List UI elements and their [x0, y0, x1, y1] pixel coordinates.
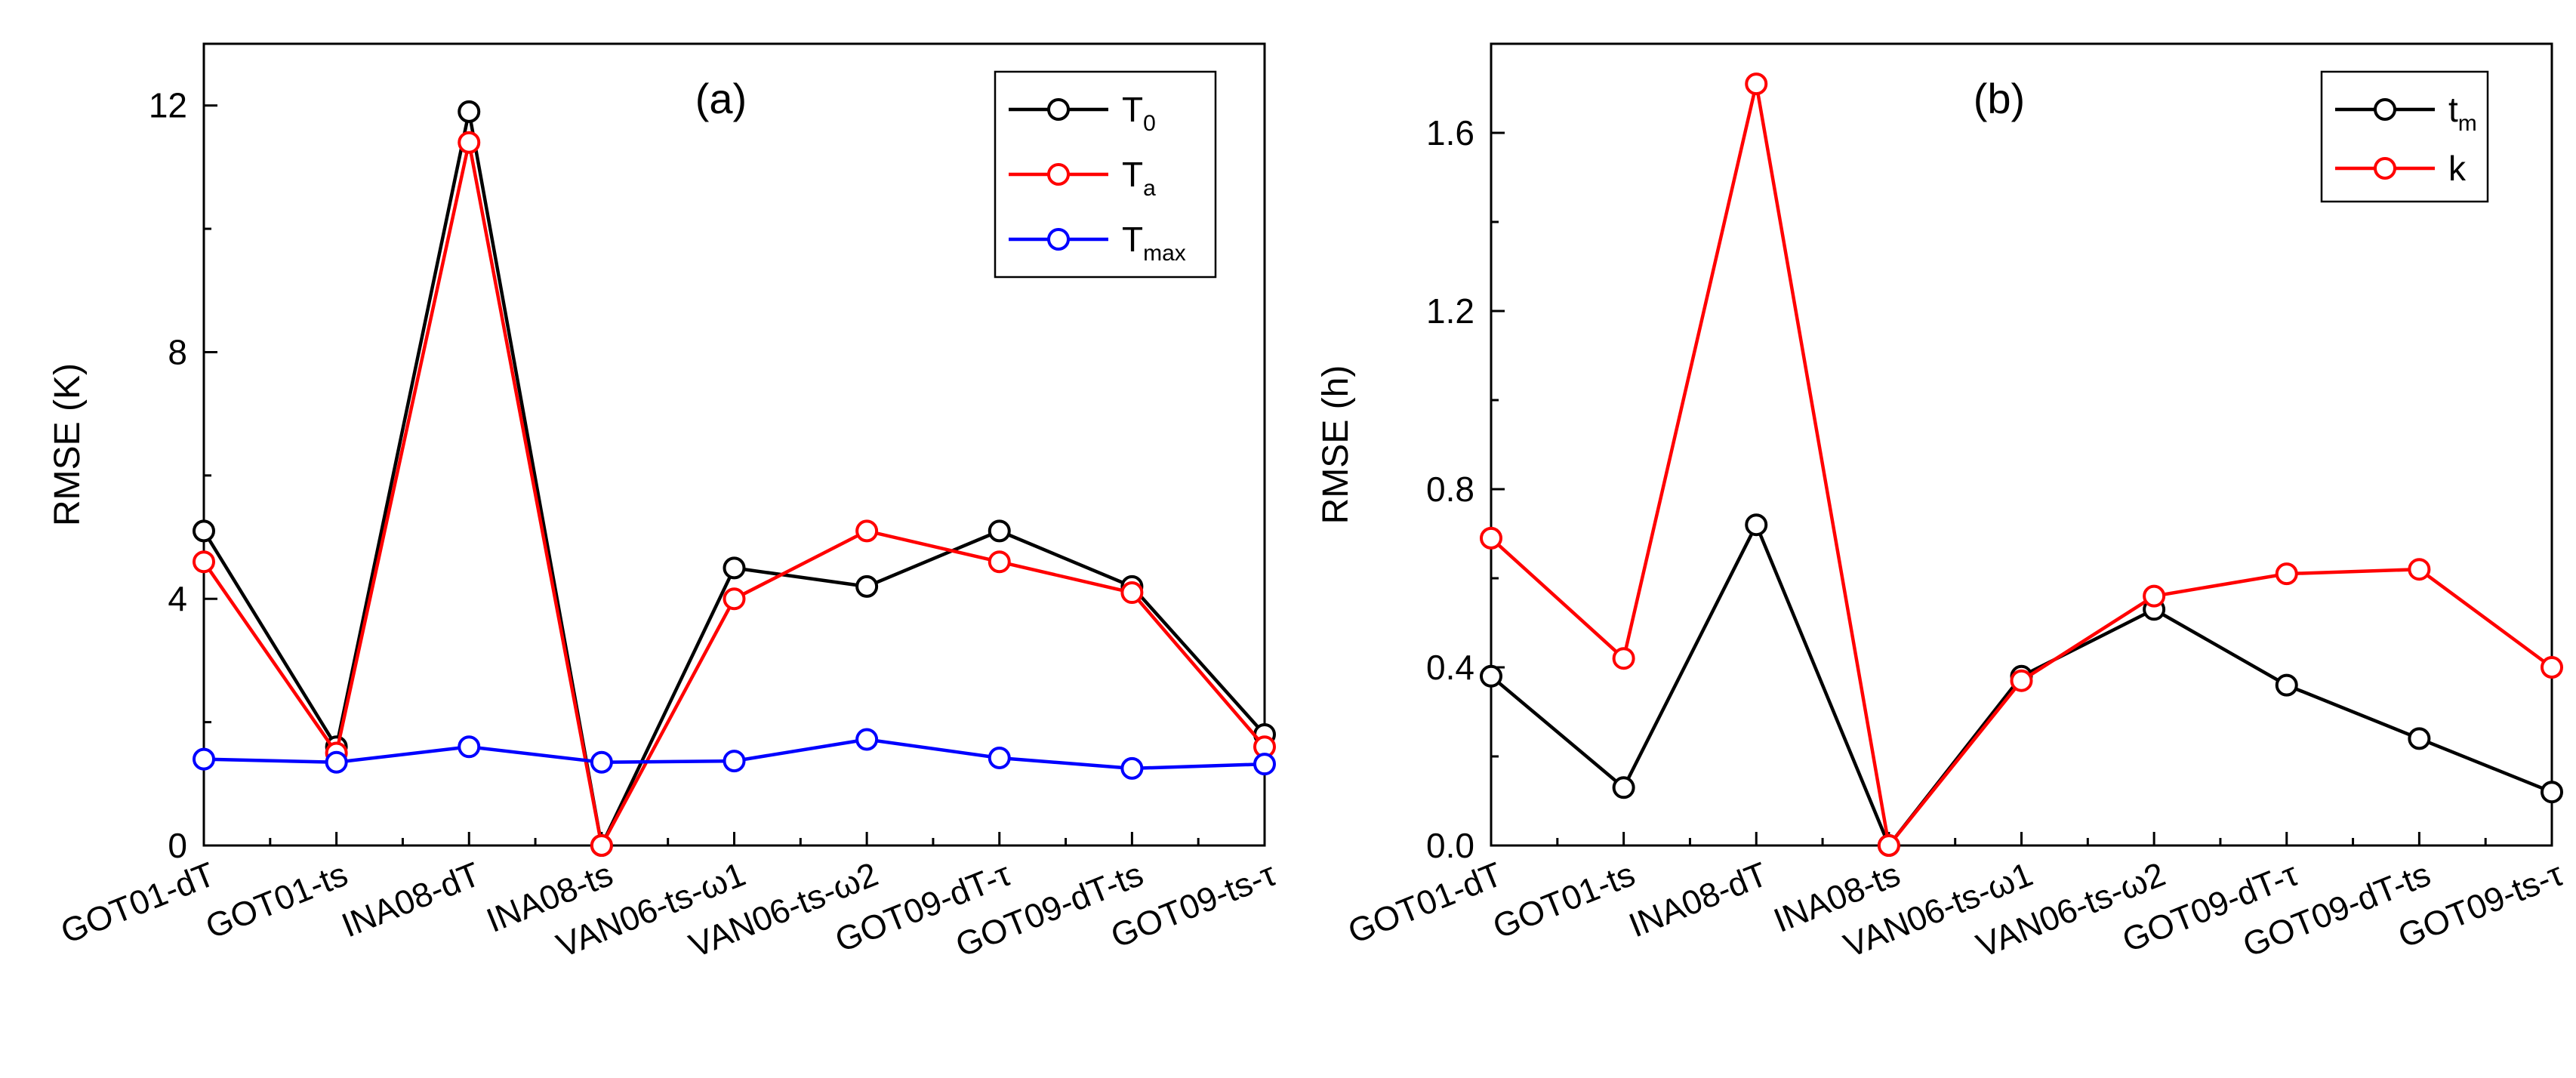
data-point — [723, 587, 746, 611]
y-tick-label: 8 — [168, 332, 187, 371]
y-tick-label: 4 — [168, 579, 187, 618]
legend-label: T0 — [1122, 90, 1156, 136]
data-point — [2275, 673, 2298, 697]
y-tick-label: 1.2 — [1426, 291, 1474, 331]
data-point — [855, 519, 879, 543]
data-point — [1745, 72, 1768, 96]
legend-label: Tmax — [1122, 220, 1186, 266]
x-category-label: INA08-dT — [336, 855, 485, 944]
data-point — [988, 550, 1011, 574]
legend-box — [2320, 70, 2489, 203]
panel-b: 0.0 0.4 0.8 1.2 1.6 RMSE (h) GOT01-dTGOT01-tsI… — [1316, 42, 2568, 965]
y-axis-title: RMSE (K) — [48, 363, 88, 526]
data-point — [2010, 669, 2033, 692]
y-axis-title: RMSE (h) — [1316, 365, 1356, 525]
legend-marker — [1047, 163, 1070, 186]
legend-marker — [2374, 157, 2396, 180]
data-point — [193, 747, 215, 771]
data-point — [325, 750, 348, 774]
x-category-label: GOT01-dT — [1342, 855, 1507, 951]
data-point — [1120, 756, 1144, 780]
y-tick-label: 0.8 — [1426, 470, 1474, 509]
x-category-label: GOT01-dT — [55, 855, 220, 951]
x-category-label: GOT01-ts — [1487, 855, 1640, 946]
data-point — [2408, 558, 2431, 581]
data-point — [988, 746, 1011, 769]
data-point — [1480, 526, 1502, 550]
data-point — [1612, 647, 1635, 670]
legend-label: k — [2448, 149, 2467, 188]
y-tick-label: 1.6 — [1426, 113, 1474, 152]
data-point — [1253, 753, 1276, 776]
data-point — [1120, 581, 1144, 605]
y-tick-label: 0 — [168, 826, 187, 865]
panel-label: (b) — [1974, 75, 2025, 122]
data-point — [458, 735, 481, 759]
data-point — [458, 131, 481, 154]
data-point — [193, 519, 215, 543]
data-point — [1877, 834, 1900, 857]
data-point — [193, 550, 215, 574]
data-point — [458, 100, 481, 123]
data-point — [855, 728, 879, 751]
legend-label: tm — [2448, 90, 2477, 136]
data-point — [1612, 776, 1635, 799]
data-point — [988, 519, 1011, 543]
x-category-label: GOT01-ts — [200, 855, 353, 946]
data-point — [590, 834, 613, 857]
data-point — [1745, 513, 1768, 537]
legend-label: Ta — [1122, 155, 1156, 201]
data-point — [2408, 727, 2431, 750]
data-point — [723, 750, 746, 773]
data-point — [2541, 781, 2563, 804]
x-category-label: INA08-dT — [1623, 855, 1773, 944]
legend-marker — [2374, 98, 2396, 121]
data-point — [590, 750, 613, 774]
legend-marker — [1047, 98, 1070, 121]
data-point — [723, 556, 746, 580]
data-point — [2143, 584, 2166, 608]
y-tick-label: 0.4 — [1426, 648, 1474, 687]
data-point — [2275, 562, 2298, 586]
y-tick-label: 0.0 — [1426, 826, 1474, 865]
y-tick-label: 12 — [149, 86, 187, 125]
data-point — [1480, 664, 1502, 688]
data-point — [855, 574, 879, 598]
data-point — [2541, 656, 2563, 679]
panel-label: (a) — [695, 75, 747, 122]
legend-marker — [1047, 228, 1070, 251]
